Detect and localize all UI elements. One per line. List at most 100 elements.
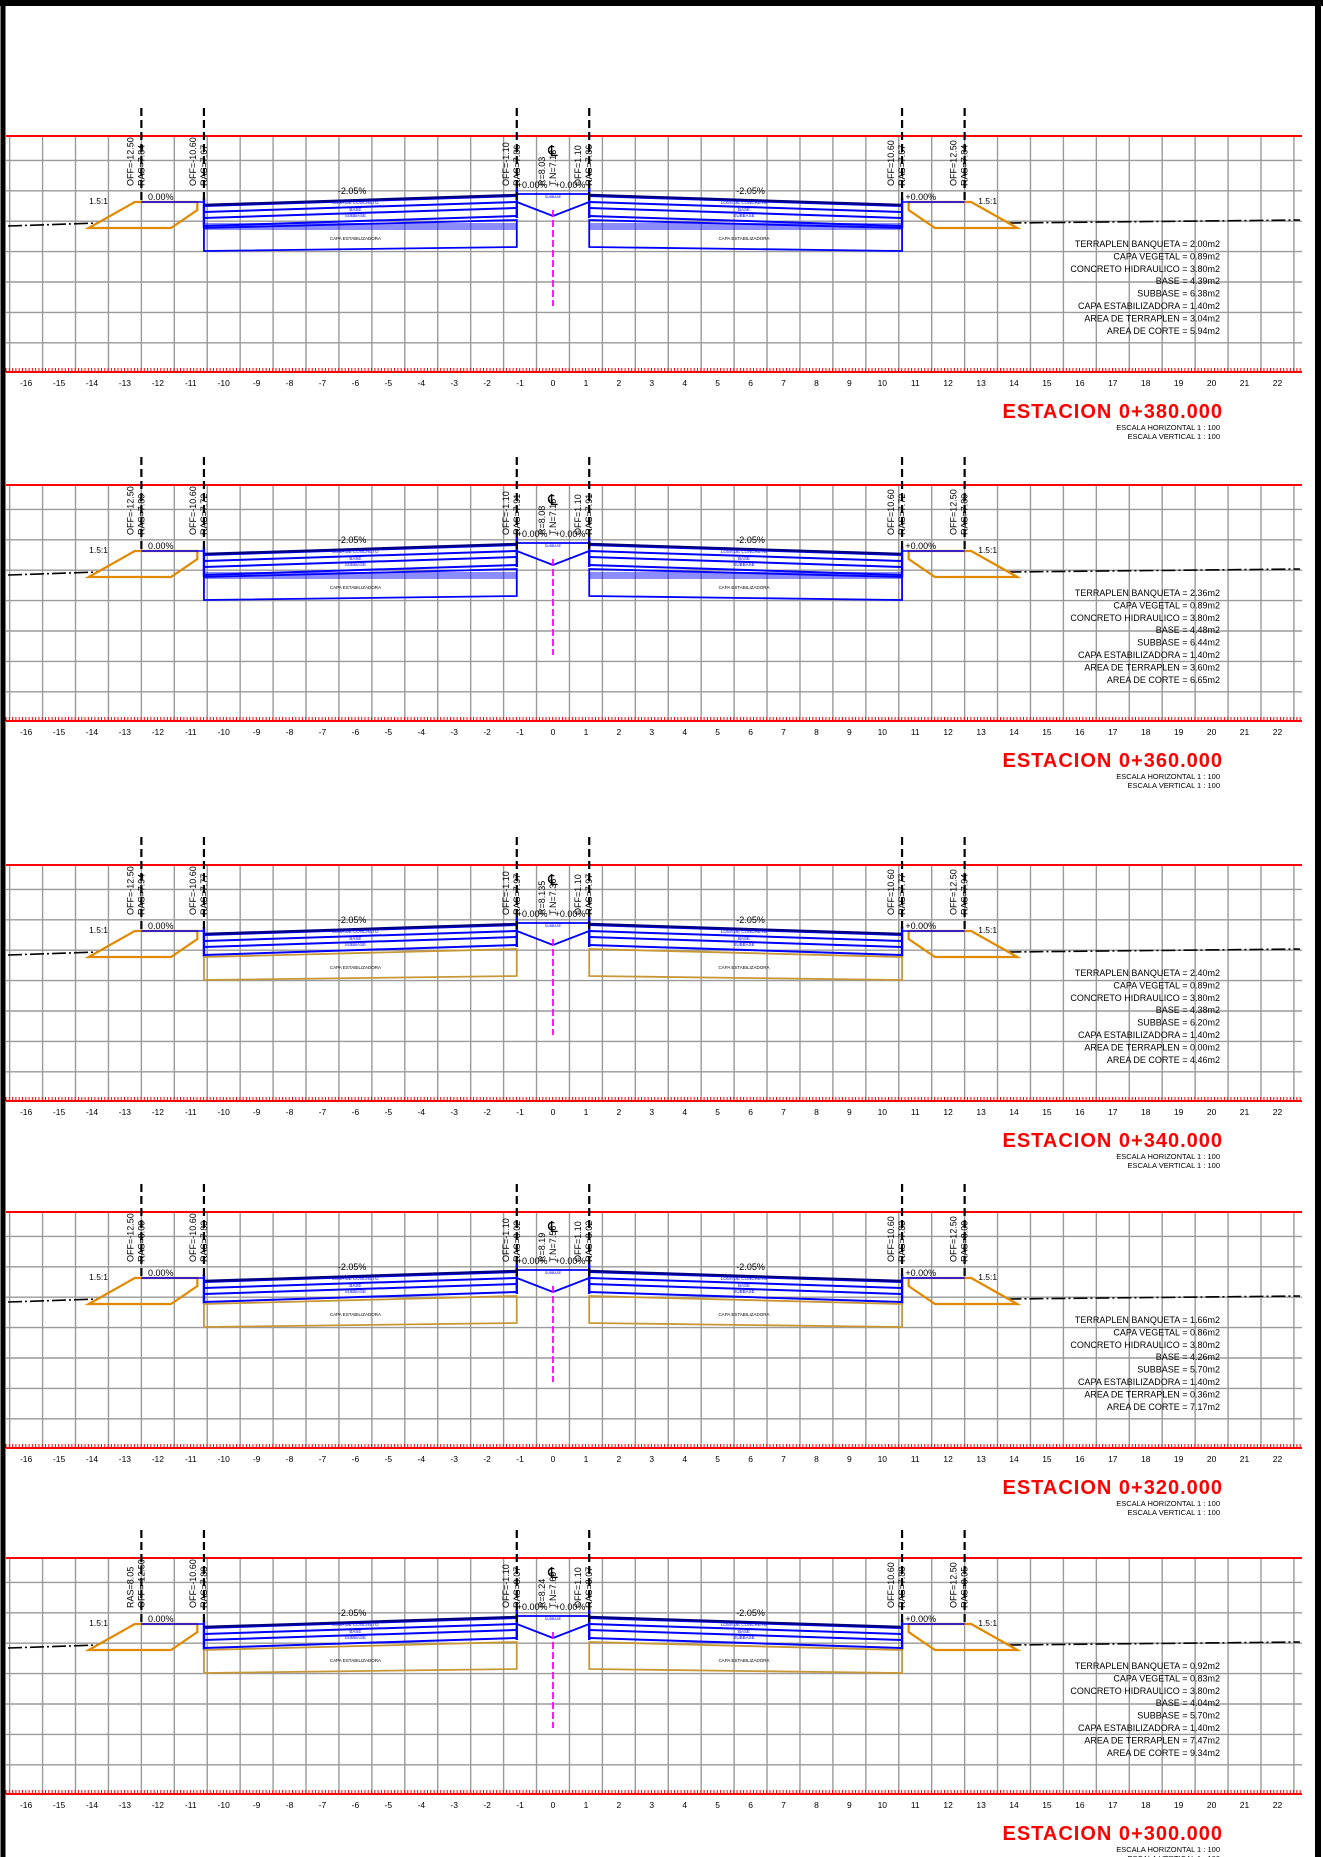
area-row: CAPA VEGETAL = 0.83m2 xyxy=(1113,1673,1220,1683)
axis-tick-label: 20 xyxy=(1207,378,1217,388)
label-subbase-right: SUBBASE xyxy=(733,1289,754,1294)
offset-left-outer-line1: OFF=-12.50 xyxy=(125,486,135,535)
offset-center-left-line1: OFF=-1.10 xyxy=(501,871,511,915)
capa-estabilizadora-right xyxy=(588,219,903,252)
axis-tick-label: -15 xyxy=(53,727,66,737)
scale-vertical: ESCALA VERTICAL 1 : 100 xyxy=(1127,432,1220,441)
capa-estabilizadora-left xyxy=(203,568,518,601)
center-right-grade: +0.00% xyxy=(555,1602,586,1612)
axis-tick-label: 11 xyxy=(911,1107,920,1117)
label-losa-left: LOSA DE CONCRETO xyxy=(332,1276,379,1281)
grid xyxy=(6,485,1302,721)
axis-tick-label: -3 xyxy=(450,1107,458,1117)
axis-tick-label: 15 xyxy=(1042,1107,1052,1117)
section-3: -16 -15 -14 -13 -12 -11 -10 -9 -8 -7 -6 -5 -4 -3 -2 -1 0… xyxy=(5,1184,1302,1517)
label-capa-right: CAPA ESTABILIZADORA xyxy=(718,1658,769,1663)
axis-tick-label: -10 xyxy=(218,1454,231,1464)
offset-center-right-line2: RAS=7.91 xyxy=(584,494,594,535)
label-capa-left: CAPA ESTABILIZADORA xyxy=(330,1312,381,1317)
axis-tick-label: 1 xyxy=(584,1454,589,1464)
zero-right-label: +0.00% xyxy=(905,921,936,931)
axis-minor-ticks xyxy=(5,1097,1301,1101)
slab-top-right xyxy=(589,1269,903,1283)
axis-tick-label: 12 xyxy=(943,1107,953,1117)
axis-tick-label: -16 xyxy=(20,1800,33,1810)
pavement-layer-left xyxy=(203,207,517,219)
area-row: SUBBASE = 5.70m2 xyxy=(1137,1711,1220,1721)
pavement-layer-left xyxy=(203,1277,517,1289)
axis-tick-label: 2 xyxy=(616,1107,621,1117)
axis-tick-label: -3 xyxy=(450,1454,458,1464)
label-base-left: BASE xyxy=(349,936,361,941)
offset-right-inner-line2: RAS=7.67 xyxy=(897,145,907,186)
crossfall-left-label: -2.05% xyxy=(338,1608,367,1618)
zero-right-label: +0.00% xyxy=(905,192,936,202)
axis-tick-label: -1 xyxy=(516,727,524,737)
centerline-symbol: ℄ xyxy=(547,1219,558,1236)
label-subbase-right: SUBBASE xyxy=(733,1635,754,1640)
axis-tick-label: 0 xyxy=(551,1107,556,1117)
terraplen-left xyxy=(84,1276,199,1306)
area-row: AREA DE CORTE = 7.17m2 xyxy=(1107,1402,1220,1412)
axis-minor-ticks xyxy=(5,1790,1301,1794)
axis-tick-label: 4 xyxy=(682,1107,687,1117)
axis-tick-label: 10 xyxy=(878,1800,888,1810)
pavement-layer-left xyxy=(203,1283,517,1295)
offset-center-right-line1: OFF=1.10 xyxy=(573,494,583,535)
offset-right-outer-line1: OFF=12.50 xyxy=(949,1216,959,1262)
axis-tick-label: -2 xyxy=(483,1800,491,1810)
slope-right-label: 1.5:1 xyxy=(978,196,997,206)
area-row: AREA DE CORTE = 6.65m2 xyxy=(1107,675,1220,685)
axis-tick-label: 21 xyxy=(1240,1107,1250,1117)
axis-tick-label: -14 xyxy=(86,1454,99,1464)
slope-right-label: 1.5:1 xyxy=(978,925,997,935)
axis-tick-label: -5 xyxy=(385,1107,393,1117)
terraplen-left xyxy=(84,200,199,230)
pavement-layer-left xyxy=(203,201,517,213)
area-row: BASE = 4.26m2 xyxy=(1156,1352,1220,1362)
axis-tick-label: 18 xyxy=(1141,378,1151,388)
scale-horizontal: ESCALA HORIZONTAL 1 : 100 xyxy=(1116,1152,1220,1161)
offset-right-inner-line2: RAS=7.83 xyxy=(897,1221,907,1262)
axis-tick-label: -10 xyxy=(218,378,231,388)
axis-tick-label: -10 xyxy=(218,727,231,737)
slab-top-left xyxy=(203,922,517,936)
label-subbase-median: SUBBASE xyxy=(545,924,562,928)
pavement-layer-left xyxy=(203,944,517,956)
offset-left-inner-line2: RAS=7.88 xyxy=(199,1567,209,1608)
axis-tick-label: -15 xyxy=(53,1454,66,1464)
axis-tick-label: 14 xyxy=(1009,1454,1019,1464)
axis-tick-label: -2 xyxy=(483,378,491,388)
axis-tick-label: -15 xyxy=(53,1107,66,1117)
axis-tick-label: 0 xyxy=(551,727,556,737)
axis-tick-label: -7 xyxy=(319,727,327,737)
axis-tick-label: 13 xyxy=(976,378,986,388)
crossfall-right-label: -2.05% xyxy=(736,535,765,545)
axis-tick-label: -8 xyxy=(286,1107,294,1117)
axis-tick-label: 14 xyxy=(1009,727,1019,737)
axis-tick-label: 21 xyxy=(1240,727,1250,737)
label-subbase-left: SUBBASE xyxy=(345,1289,366,1294)
offset-right-outer-line1: OFF=12.50 xyxy=(949,489,959,535)
axis-tick-label: -10 xyxy=(218,1800,231,1810)
axis-tick-label: 5 xyxy=(715,1107,720,1117)
sections-layer: -16 -15 -14 -13 -12 -11 -10 -9 -8 -7 -6 -5 -4 -3 -2 -1 0… xyxy=(5,108,1302,1857)
axis-tick-label: -11 xyxy=(185,1107,197,1117)
area-row: CAPA VEGETAL = 0.86m2 xyxy=(1113,1327,1220,1337)
label-subbase-right: SUBBASE xyxy=(733,213,754,218)
pavement-layer-right xyxy=(589,564,903,576)
axis-tick-label: 11 xyxy=(911,727,920,737)
axis-tick-label: 1 xyxy=(584,1107,589,1117)
label-capa-right: CAPA ESTABILIZADORA xyxy=(718,1312,769,1317)
axis-tick-label: -9 xyxy=(253,378,261,388)
axis-tick-label: 8 xyxy=(814,1454,819,1464)
axis-tick-label: 18 xyxy=(1141,1107,1151,1117)
axis-tick-label: 22 xyxy=(1273,727,1283,737)
axis-tick-label: 8 xyxy=(814,1107,819,1117)
axis-tick-label: 7 xyxy=(781,1454,786,1464)
label-losa-left: LOSA DE CONCRETO xyxy=(332,200,379,205)
area-row: BASE = 4.39m2 xyxy=(1156,276,1220,286)
axis-tick-label: 22 xyxy=(1273,378,1283,388)
label-base-left: BASE xyxy=(349,207,361,212)
area-row: AREA DE CORTE = 5.94m2 xyxy=(1107,326,1220,336)
